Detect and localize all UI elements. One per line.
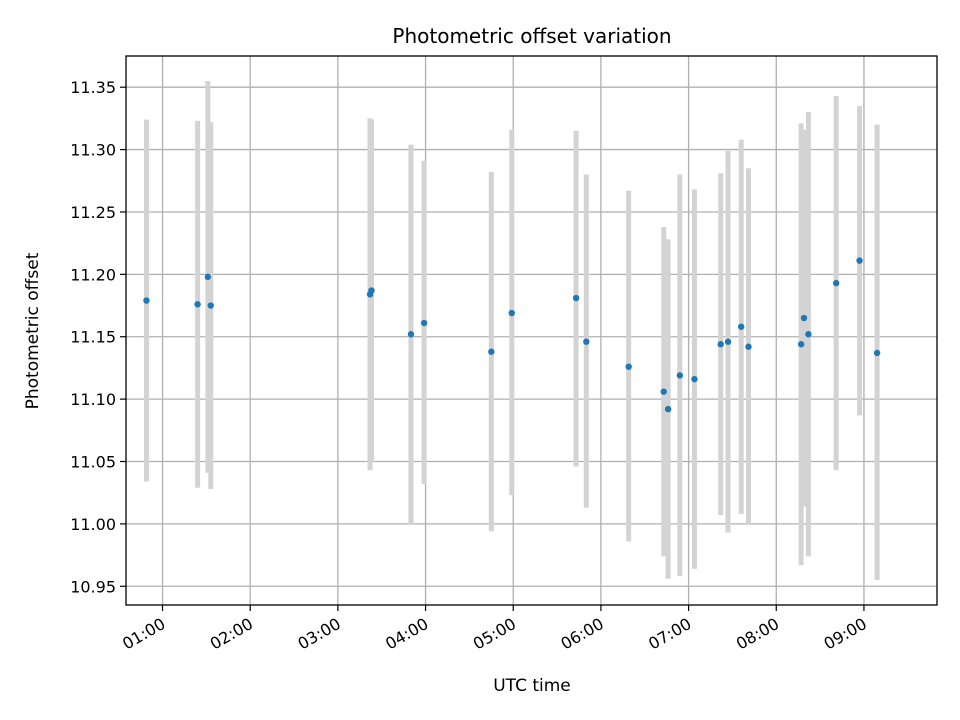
data-point — [407, 331, 415, 338]
data-point — [805, 331, 812, 338]
x-tick-label: 07:00 — [645, 614, 694, 654]
y-tick-label: 10.95 — [70, 577, 116, 596]
data-point — [420, 319, 428, 327]
x-axis-label: UTC time — [493, 676, 571, 696]
y-tick-label: 11.15 — [70, 328, 116, 347]
y-axis-label: Photometric offset — [23, 252, 43, 409]
x-tick-label: 02:00 — [207, 614, 256, 654]
data-point — [143, 297, 150, 304]
x-tick-label: 09:00 — [821, 614, 870, 654]
data-point — [800, 314, 808, 322]
grid-layer — [126, 56, 937, 605]
y-tick-label: 11.10 — [70, 390, 116, 409]
data-point — [745, 343, 752, 350]
errorbar-layer — [143, 80, 880, 581]
y-tick-label: 11.35 — [70, 78, 116, 97]
data-point — [572, 294, 580, 302]
x-tick-label: 08:00 — [733, 614, 782, 654]
y-tick-label: 11.20 — [70, 265, 116, 284]
point-layer — [143, 257, 881, 413]
plot-frame — [125, 55, 938, 606]
y-tick-label: 11.05 — [70, 453, 116, 472]
data-point — [207, 302, 214, 309]
data-point — [583, 338, 590, 345]
x-tick-label: 04:00 — [382, 614, 431, 654]
data-point — [832, 279, 840, 287]
data-point — [737, 323, 745, 330]
x-tick-label: 03:00 — [294, 614, 343, 654]
data-point — [717, 341, 724, 348]
x-tick-label: 06:00 — [557, 614, 606, 654]
data-point — [660, 388, 667, 395]
data-point — [664, 405, 672, 413]
y-tick-label: 11.30 — [70, 141, 116, 160]
data-point — [488, 348, 495, 355]
data-point — [194, 301, 201, 308]
x-tick-label: 01:00 — [119, 614, 168, 654]
data-point — [724, 338, 732, 345]
x-tick-label: 05:00 — [470, 614, 519, 654]
data-point — [676, 372, 684, 379]
data-point — [691, 375, 698, 383]
y-tick-label: 11.00 — [70, 515, 116, 534]
data-point — [368, 287, 375, 294]
chart-title: Photometric offset variation — [392, 24, 671, 48]
data-point — [873, 349, 881, 357]
y-tick-label: 11.25 — [70, 203, 116, 222]
data-point — [856, 257, 863, 264]
data-point — [797, 341, 805, 348]
data-point — [508, 309, 515, 317]
data-point — [204, 273, 212, 281]
data-point — [625, 363, 632, 370]
